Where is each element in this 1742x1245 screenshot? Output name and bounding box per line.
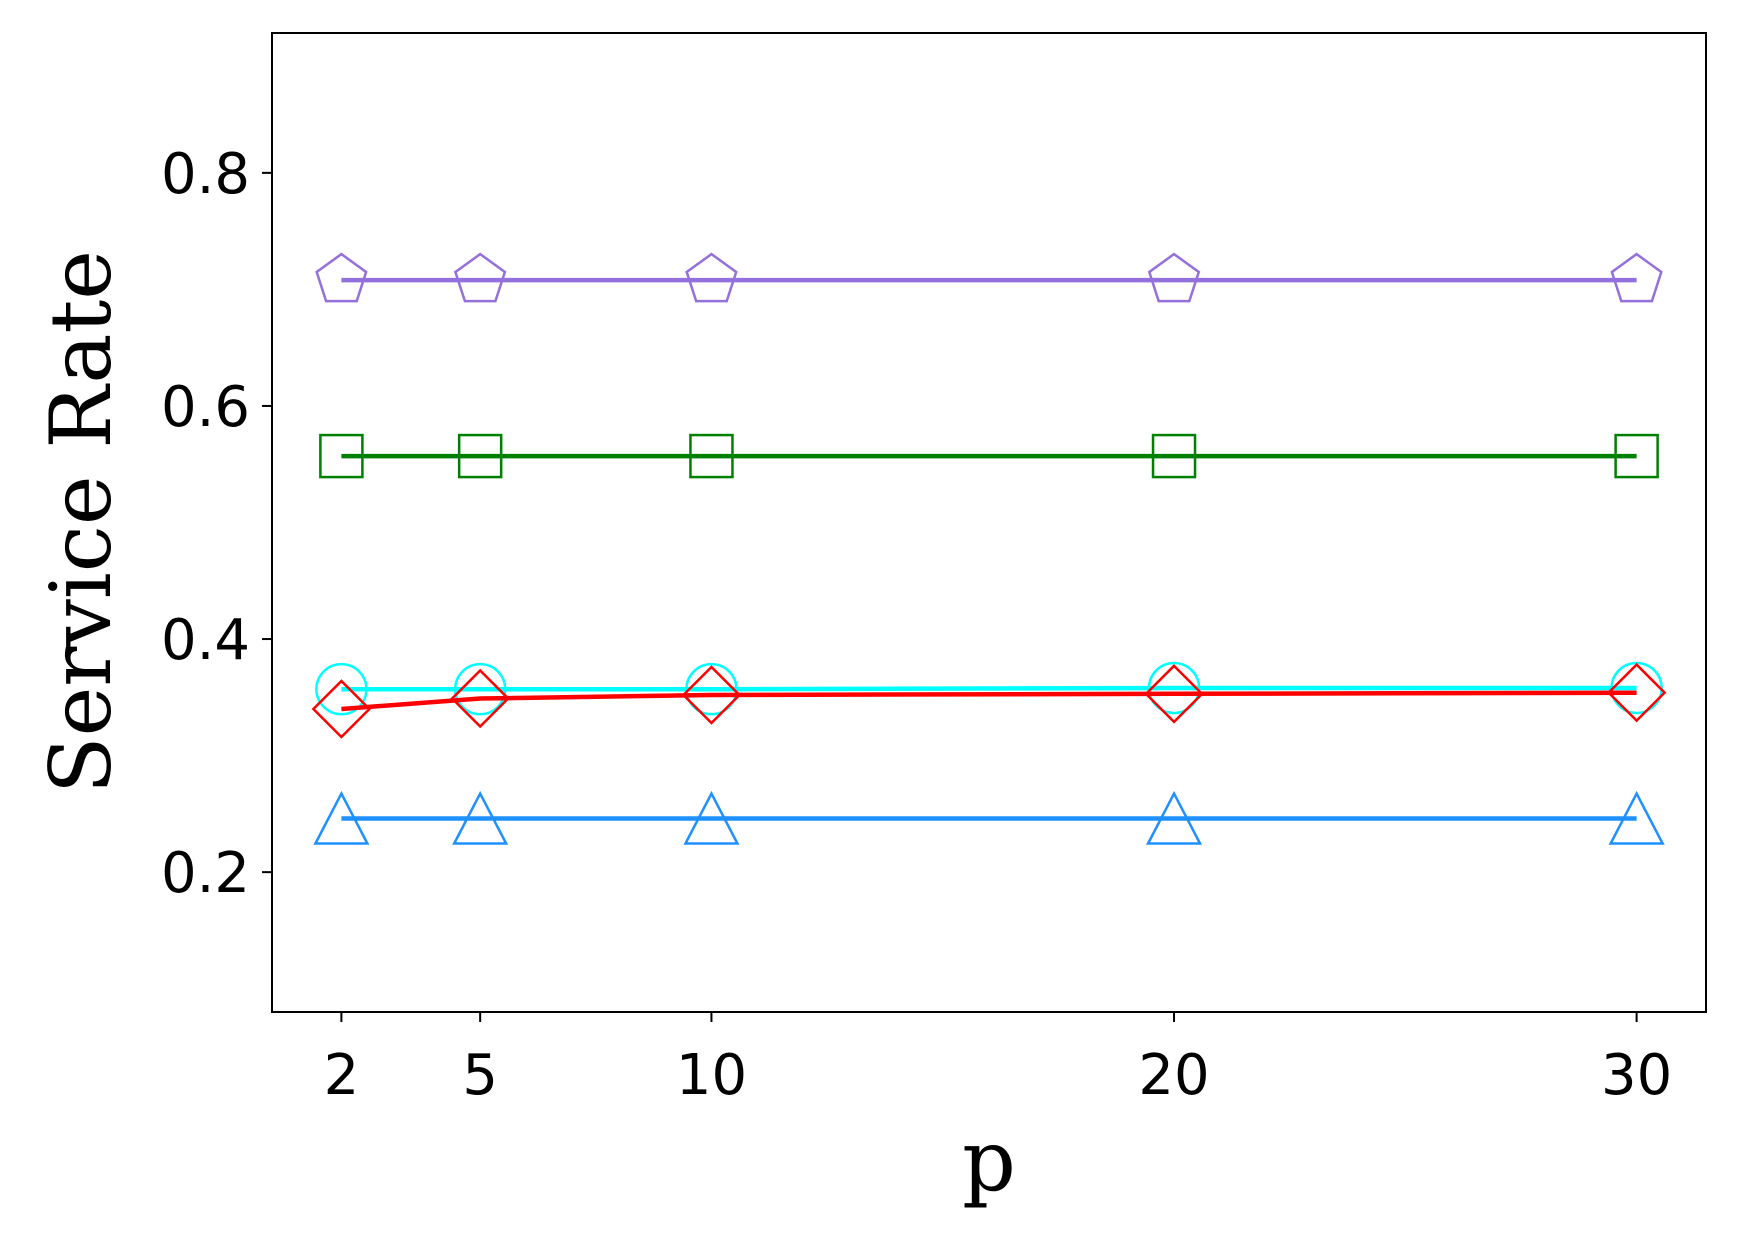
x-axis: 2 5 10 20 30 bbox=[324, 1012, 1672, 1108]
pentagon-marker bbox=[1610, 252, 1663, 303]
y-axis-title: Service Rate bbox=[32, 250, 130, 794]
square-marker bbox=[1151, 433, 1197, 479]
diamond-marker bbox=[681, 665, 742, 725]
pentagon-marker bbox=[315, 252, 368, 303]
circle-marker bbox=[1147, 661, 1201, 715]
triangle-marker bbox=[1608, 790, 1665, 845]
triangle-marker bbox=[452, 790, 509, 845]
pentagon-marker bbox=[685, 252, 738, 303]
y-tick-label: 0.6 bbox=[161, 375, 250, 440]
series-line bbox=[341, 690, 1637, 712]
x-tick-label: 5 bbox=[462, 1043, 498, 1108]
diamond-marker bbox=[311, 679, 372, 739]
diamond-marker bbox=[1144, 664, 1204, 724]
circle-marker bbox=[315, 662, 368, 716]
x-tick-label: 30 bbox=[1601, 1043, 1672, 1108]
series-square bbox=[319, 433, 1659, 479]
pentagon-marker bbox=[453, 252, 507, 303]
square-marker bbox=[1614, 433, 1659, 479]
square-marker bbox=[457, 433, 503, 479]
series-line bbox=[341, 685, 1637, 692]
series-layer bbox=[311, 252, 1667, 845]
triangle-marker bbox=[1145, 790, 1203, 845]
square-marker bbox=[689, 433, 734, 479]
triangle-marker bbox=[683, 790, 740, 845]
pentagon-marker bbox=[1147, 252, 1201, 303]
x-tick-label: 20 bbox=[1138, 1043, 1209, 1108]
y-tick-label: 0.4 bbox=[161, 608, 250, 673]
diamond-marker bbox=[1606, 662, 1667, 723]
triangle-marker bbox=[313, 790, 370, 845]
square-marker bbox=[319, 433, 364, 479]
series-diamond bbox=[311, 662, 1667, 739]
x-tick-label: 10 bbox=[676, 1043, 747, 1108]
plot-frame bbox=[271, 32, 1707, 1013]
y-tick-label: 0.8 bbox=[161, 142, 250, 207]
diamond-marker bbox=[450, 668, 510, 729]
y-axis: 0.2 0.4 0.6 0.8 bbox=[161, 142, 272, 906]
x-axis-title: p bbox=[962, 1112, 1016, 1210]
circle-marker bbox=[453, 662, 507, 716]
series-triangle bbox=[313, 790, 1665, 845]
circle-marker bbox=[685, 662, 738, 716]
y-tick-label: 0.2 bbox=[161, 841, 250, 906]
series-pentagon bbox=[315, 252, 1663, 303]
x-tick-label: 2 bbox=[324, 1043, 360, 1108]
